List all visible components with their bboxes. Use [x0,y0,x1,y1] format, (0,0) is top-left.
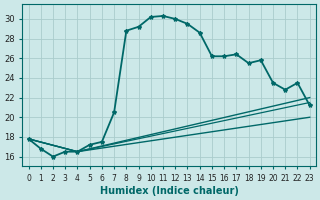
X-axis label: Humidex (Indice chaleur): Humidex (Indice chaleur) [100,186,239,196]
